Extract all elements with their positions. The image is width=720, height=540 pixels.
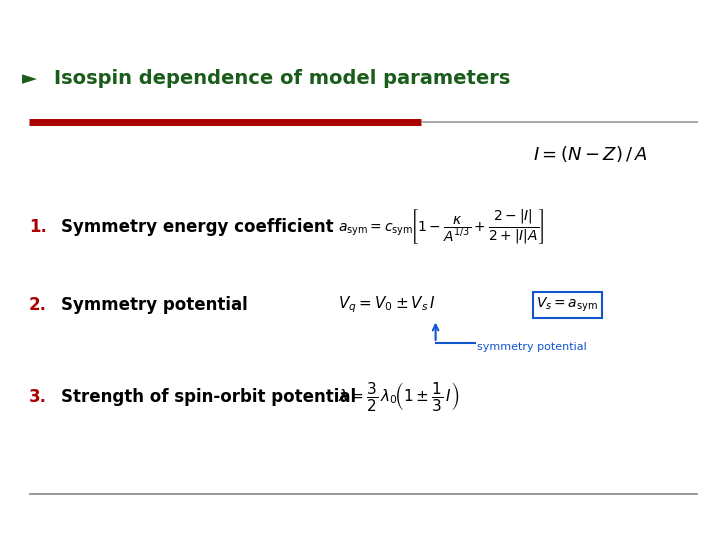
Text: $I=(N-Z)\,/\,A$: $I=(N-Z)\,/\,A$ xyxy=(534,144,647,164)
Text: $a_{\rm sym}=c_{\rm sym}\!\left[1-\dfrac{\kappa}{A^{1/3}}+\dfrac{2-|I|}{2+|I|A}\: $a_{\rm sym}=c_{\rm sym}\!\left[1-\dfrac… xyxy=(338,207,545,246)
Text: 3.: 3. xyxy=(29,388,47,406)
Text: symmetry potential: symmetry potential xyxy=(477,342,587,352)
Text: Strength of spin-orbit potential: Strength of spin-orbit potential xyxy=(61,388,356,406)
Text: $\lambda=\dfrac{3}{2}\,\lambda_0\!\left(1\pm\dfrac{1}{3}\,I\right)$: $\lambda=\dfrac{3}{2}\,\lambda_0\!\left(… xyxy=(338,380,460,414)
Text: Symmetry potential: Symmetry potential xyxy=(61,296,248,314)
Text: Isospin dependence of model parameters: Isospin dependence of model parameters xyxy=(54,69,510,88)
Text: Symmetry energy coefficient: Symmetry energy coefficient xyxy=(61,218,334,236)
Text: $V_s=a_{\rm sym}$: $V_s=a_{\rm sym}$ xyxy=(536,296,598,314)
Text: 2.: 2. xyxy=(29,296,47,314)
Text: $V_q=V_0\pm V_s\,I$: $V_q=V_0\pm V_s\,I$ xyxy=(338,295,436,315)
Text: ►: ► xyxy=(22,69,37,88)
Text: 1.: 1. xyxy=(29,218,47,236)
